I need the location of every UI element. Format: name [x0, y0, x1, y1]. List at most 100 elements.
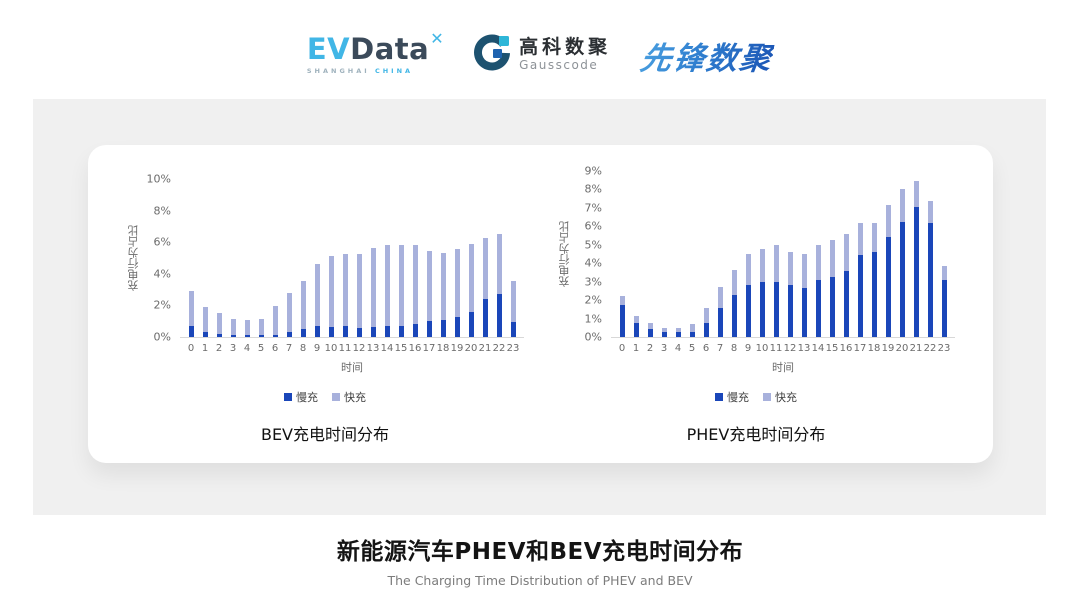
- x-tick-label: 2: [215, 343, 223, 354]
- legend-label: 快充: [775, 391, 797, 404]
- bar-column: [769, 244, 783, 337]
- fast-charge-segment: [482, 237, 488, 300]
- stacked-bar: [857, 222, 863, 337]
- stacked-bar: [230, 318, 236, 337]
- slow-charge-segment: [703, 323, 709, 337]
- bev-y-axis-ticks: 0% 2% 4% 6% 8% 10%: [142, 174, 180, 343]
- legend-swatch: [715, 393, 723, 401]
- x-tick-label: 6: [702, 343, 710, 354]
- stacked-bar: [426, 250, 432, 337]
- x-tick-label: 16: [839, 343, 853, 354]
- evdata-subtext: SHANGHAI CHINA: [307, 68, 443, 75]
- fast-charge-segment: [941, 266, 947, 280]
- stacked-bar: [647, 323, 653, 337]
- phev-chart: 充电行为占比 0% 1% 2% 3% 4% 5% 6% 7% 8% 9% 0 1 2 3 4 5 6 7 8 9 10…: [557, 166, 955, 445]
- evdata-star-icon: ✕: [430, 29, 445, 49]
- evdata-wordmark: EVData✕: [307, 31, 444, 64]
- fast-charge-segment: [510, 280, 516, 322]
- y-tick-label: 0%: [584, 330, 602, 344]
- slow-charge-segment: [258, 335, 264, 337]
- slow-charge-segment: [272, 334, 278, 337]
- charts-row: 充电行为占比 0% 2% 4% 6% 8% 10% 0 1 2 3 4 5 6 7 8 9 10 11 12 13 1…: [88, 145, 993, 463]
- legend-item: 慢充: [284, 389, 318, 405]
- bar-column: [909, 181, 923, 337]
- phev-x-axis-title: 时间: [772, 361, 794, 374]
- stacked-bar: [328, 255, 334, 337]
- bar-column: [699, 307, 713, 337]
- fast-charge-segment: [314, 264, 320, 326]
- x-tick-label: 22: [492, 343, 506, 354]
- bar-column: [839, 233, 853, 337]
- legend-item: 慢充: [715, 389, 749, 405]
- bev-plot-area: [180, 179, 524, 338]
- bar-column: [923, 200, 937, 337]
- x-tick-label: 23: [937, 343, 951, 354]
- slow-charge-segment: [745, 285, 751, 337]
- bev-x-axis-title: 时间: [341, 361, 363, 374]
- fast-charge-segment: [899, 189, 905, 222]
- slow-charge-segment: [633, 323, 639, 337]
- bar-column: [657, 327, 671, 337]
- fast-charge-segment: [801, 254, 807, 289]
- stacked-bar: [258, 318, 264, 337]
- x-tick-label: 8: [730, 343, 738, 354]
- phev-y-axis-title: 充电行为占比: [558, 221, 571, 288]
- y-tick-label: 2%: [153, 298, 171, 312]
- slow-charge-segment: [356, 327, 362, 337]
- bar-column: [184, 291, 198, 337]
- x-tick-label: 13: [797, 343, 811, 354]
- stacked-bar: [412, 244, 418, 337]
- slow-charge-segment: [244, 335, 250, 337]
- x-tick-label: 4: [674, 343, 682, 354]
- stacked-bar: [272, 306, 278, 337]
- x-tick-label: 3: [660, 343, 668, 354]
- stacked-bar: [675, 327, 681, 337]
- gausscode-text: 高科数聚 Gausscode: [519, 36, 611, 73]
- bar-column: [713, 287, 727, 337]
- bar-column: [226, 318, 240, 337]
- slow-charge-segment: [468, 311, 474, 337]
- fast-charge-segment: [230, 318, 236, 336]
- bar-column: [727, 269, 741, 337]
- slow-charge-segment: [647, 328, 653, 337]
- slow-charge-segment: [829, 277, 835, 337]
- stacked-bar: [731, 269, 737, 337]
- bar-column: [212, 313, 226, 337]
- page-subtitle: The Charging Time Distribution of PHEV a…: [387, 573, 693, 588]
- stacked-bar: [510, 280, 516, 337]
- slow-charge-segment: [342, 325, 348, 337]
- x-tick-label: 13: [366, 343, 380, 354]
- slow-charge-segment: [398, 325, 404, 337]
- stacked-bar: [384, 245, 390, 337]
- bar-column: [741, 254, 755, 337]
- fast-charge-segment: [689, 324, 695, 332]
- bar-column: [478, 237, 492, 337]
- bar-column: [324, 255, 338, 337]
- x-tick-label: 18: [436, 343, 450, 354]
- y-tick-label: 9%: [584, 164, 602, 178]
- stacked-bar: [913, 181, 919, 337]
- slow-charge-segment: [675, 332, 681, 337]
- y-tick-label: 6%: [584, 219, 602, 233]
- fast-charge-segment: [759, 248, 765, 282]
- stacked-bar: [398, 245, 404, 337]
- stacked-bar: [244, 320, 250, 337]
- x-tick-label: 7: [716, 343, 724, 354]
- bar-column: [310, 264, 324, 337]
- slow-charge-segment: [202, 331, 208, 337]
- bev-chart: 充电行为占比 0% 2% 4% 6% 8% 10% 0 1 2 3 4 5 6 7 8 9 10 11 12 13 1…: [126, 174, 524, 445]
- x-tick-label: 12: [783, 343, 797, 354]
- x-tick-label: 5: [257, 343, 265, 354]
- x-tick-label: 19: [881, 343, 895, 354]
- bar-column: [643, 323, 657, 337]
- bar-column: [492, 233, 506, 337]
- stacked-bar: [871, 222, 877, 337]
- stacked-bar: [314, 264, 320, 337]
- slow-charge-segment: [759, 281, 765, 337]
- x-tick-label: 1: [632, 343, 640, 354]
- legend-swatch: [763, 393, 771, 401]
- stacked-bar: [619, 296, 625, 337]
- fast-charge-segment: [857, 222, 863, 255]
- x-tick-label: 9: [313, 343, 321, 354]
- slow-charge-segment: [482, 299, 488, 337]
